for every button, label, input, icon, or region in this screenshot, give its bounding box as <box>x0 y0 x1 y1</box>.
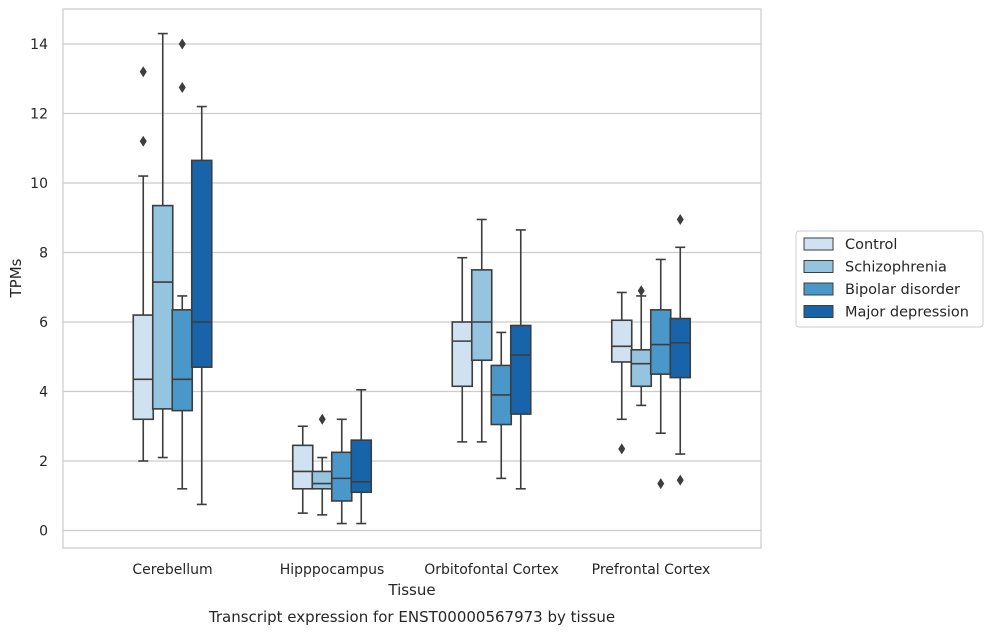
y-tick-label: 8 <box>39 246 48 262</box>
y-axis-label: TPMs <box>7 258 25 298</box>
box-3-2 <box>649 258 672 490</box>
box-3-1 <box>630 285 653 407</box>
box <box>171 309 194 412</box>
outlier-point <box>676 213 684 225</box>
outlier-point <box>178 81 186 93</box>
outlier-point <box>637 285 645 297</box>
box <box>151 204 174 410</box>
box-2-2 <box>490 331 513 480</box>
box-1-3 <box>350 388 373 525</box>
box <box>630 348 653 388</box>
box-3-3 <box>669 213 692 486</box>
y-tick-label: 12 <box>30 107 48 123</box>
box <box>669 317 692 379</box>
box <box>350 439 373 494</box>
box-2-1 <box>470 218 493 443</box>
outlier-point <box>139 66 147 78</box>
chart-caption: Transcript expression for ENST0000056797… <box>208 608 615 626</box>
legend-swatch <box>803 282 834 296</box>
box-0-3 <box>190 105 213 506</box>
box <box>330 451 353 502</box>
outlier-point <box>139 135 147 147</box>
box <box>649 309 672 375</box>
box-2-3 <box>509 229 532 490</box>
outlier-point <box>657 478 665 490</box>
y-axis-ticks: 0 2 4 6 8 10 12 14 <box>30 37 48 540</box>
x-axis-label: Tissue <box>387 581 435 599</box>
plot-area <box>62 8 762 549</box>
legend-label: Major depression <box>845 305 969 321</box>
gridlines <box>63 43 761 532</box>
box <box>451 321 474 388</box>
legend-swatch <box>803 305 834 318</box>
box-1-1 <box>311 413 334 516</box>
x-tick-label: Cerebellum <box>132 562 212 578</box>
outlier-point <box>178 38 186 50</box>
box <box>311 470 334 490</box>
x-tick-label: Prefrontal Cortex <box>592 562 711 578</box>
box <box>470 269 493 362</box>
legend: Control Schizophrenia Bipolar disorder Majo… <box>795 230 984 328</box>
outlier-point <box>618 443 626 455</box>
box-0-0 <box>132 66 155 462</box>
boxes-layer <box>132 32 692 525</box>
legend-label: Schizophrenia <box>845 260 947 276</box>
y-tick-label: 0 <box>39 524 48 540</box>
box <box>132 314 155 421</box>
legend-label: Bipolar disorder <box>845 282 960 298</box>
legend-swatch <box>803 260 834 273</box>
legend-swatch <box>803 237 834 251</box>
y-tick-label: 2 <box>39 454 48 470</box>
y-tick-label: 6 <box>39 315 48 331</box>
outlier-point <box>676 474 684 486</box>
x-tick-label: Orbitofontal Cortex <box>424 562 559 578</box>
x-axis-ticks: Cerebellum Hipppocampus Orbitofontal Corte… <box>132 562 710 578</box>
y-tick-label: 10 <box>30 176 48 192</box>
box <box>190 159 213 368</box>
legend-frame <box>795 230 984 328</box>
y-tick-label: 14 <box>30 37 48 53</box>
legend-label: Control <box>845 237 897 253</box>
box-3-0 <box>610 291 633 455</box>
box <box>509 324 532 415</box>
box <box>610 319 633 363</box>
box <box>291 444 314 490</box>
box-1-0 <box>291 425 314 514</box>
box-0-1 <box>151 32 174 459</box>
x-tick-label: Hipppocampus <box>280 562 385 578</box>
y-tick-label: 4 <box>39 385 48 401</box>
outlier-point <box>318 413 326 425</box>
